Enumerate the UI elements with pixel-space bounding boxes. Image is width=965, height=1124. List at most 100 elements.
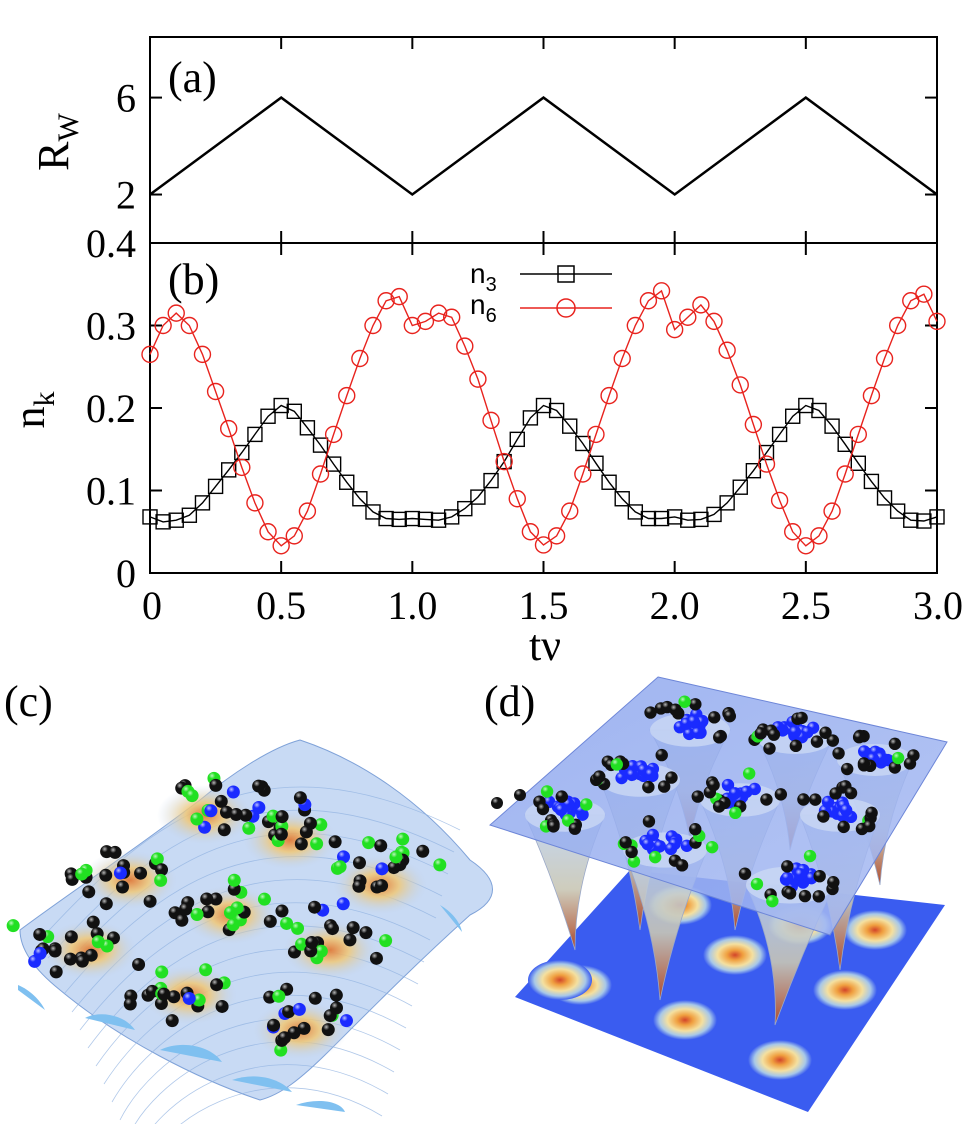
panel-c-particle (227, 882, 241, 896)
point-n6 (692, 296, 710, 314)
panel-d-particle-shine (803, 849, 817, 863)
panel-a-label: (a) (168, 53, 217, 102)
point-n3 (903, 512, 919, 528)
panel-c-particle (226, 918, 240, 932)
panel-c-particle (227, 873, 241, 887)
panel-d-particle-shine (810, 735, 824, 748)
panel-c-particle-shine (75, 867, 89, 881)
panel-d-particle (813, 869, 826, 883)
panel-d-particle-shine (781, 860, 794, 873)
point-n3 (391, 511, 407, 528)
point-n6 (836, 465, 854, 483)
panel-c-edge-5 (296, 1100, 345, 1112)
point-n3 (535, 397, 552, 414)
panel-c-particle (416, 844, 430, 858)
panel-c-particle-shine (190, 812, 204, 826)
panel-c-particle (155, 863, 169, 877)
panel-d-particle (712, 800, 726, 813)
panel-c-particle (155, 965, 169, 979)
panel-c-particle-shine (157, 987, 171, 1001)
panel-d-particle (593, 770, 606, 783)
panel-c-particle-shine (155, 863, 169, 877)
point-n3 (680, 512, 696, 528)
panel-c-particle (113, 866, 127, 880)
point-n6 (456, 337, 474, 355)
panel-c-particle (293, 791, 307, 805)
panel-c-particle (379, 934, 393, 948)
panel-c-particle-shine (134, 866, 148, 880)
panel-d-particle (858, 745, 871, 758)
panel-c-particle-shine (226, 918, 240, 932)
panel-d-particle-shine (819, 726, 832, 739)
panel-c-particle (308, 991, 322, 1005)
series-n3 (142, 397, 945, 530)
panel-c-particle (219, 805, 233, 819)
point-n3 (614, 491, 630, 507)
panel-c-particle-shine (65, 872, 79, 886)
panel-c-particle (297, 1021, 311, 1035)
panel-c-particle-shine (352, 856, 366, 870)
panel-c-particle-shine (75, 954, 89, 968)
panel-c-particle-shine (99, 897, 113, 911)
panel-c-particle-shine (217, 823, 231, 837)
panel-d-particle (554, 803, 568, 817)
panel-c-particle-shine (252, 800, 266, 814)
panel-d-particle-shine (809, 793, 822, 806)
panel-c-particle-shine (242, 821, 256, 835)
legend-marker-n3 (557, 265, 575, 283)
panel-c-particle (91, 935, 105, 949)
point-n3 (601, 474, 617, 490)
panel-d-particle-shine (705, 840, 719, 854)
point-n3 (785, 408, 801, 424)
point-n6 (652, 282, 671, 300)
panel-d-particle-shine (888, 737, 902, 751)
panel-c-particle-shine (179, 902, 193, 916)
panel-d-particle-shine (783, 887, 797, 900)
panel-c-particle-shine (328, 835, 342, 849)
panel-c-particle (325, 922, 339, 936)
panel-c-particle-shine (49, 965, 63, 979)
panel-d-particle-shine (738, 867, 752, 880)
panel-c-particle-shine (82, 885, 96, 899)
panel-d-particle-shine (742, 767, 756, 780)
panel-d-particle (810, 735, 824, 748)
point-n3 (430, 512, 447, 528)
panel-d-particle (644, 768, 657, 781)
panel-c-particle-shine (33, 927, 47, 941)
panel-d-particle-shine (648, 850, 662, 864)
panel-d-particle-shine (669, 703, 682, 716)
panel-d-particle (627, 855, 641, 868)
panel-d-particle (795, 711, 808, 725)
panel-d-particle-shine (832, 747, 845, 760)
point-n3 (299, 420, 316, 436)
panel-c-particle-shine (277, 1031, 291, 1045)
point-n6 (561, 502, 579, 520)
panel-c-particle (209, 778, 223, 792)
panel-c-particle-shine (64, 930, 78, 944)
panel-c-particle (33, 946, 47, 960)
contour-line (154, 1064, 389, 1124)
panel-c-particle-shine (352, 879, 366, 893)
panel-c-particle-shine (287, 1026, 301, 1040)
panel-d-particle (740, 785, 753, 799)
panel-c-particle-shine (280, 916, 294, 930)
legend-n6-sub: 6 (486, 305, 497, 327)
point-n3 (876, 490, 893, 506)
panel-c-particle (310, 837, 324, 851)
point-n6 (338, 386, 356, 405)
panel-d-bottom-well (748, 1040, 812, 1080)
point-n6 (626, 316, 645, 335)
point-n3 (286, 403, 302, 419)
panel-d-particle-shine (555, 790, 568, 803)
panel-d-particle (767, 728, 781, 741)
point-n3 (732, 479, 748, 495)
panel-a-ticks (149, 37, 938, 243)
point-n6 (180, 316, 199, 335)
panel-c-particle (217, 823, 231, 837)
panel-b-ylabel-sub: k (28, 392, 61, 407)
panel-d-particle (738, 867, 752, 880)
panel-c-particle-shine (123, 997, 137, 1011)
panel-d-particle (819, 726, 832, 739)
panel-c-particle (48, 944, 62, 958)
panel-d-particle-shine (852, 730, 866, 744)
